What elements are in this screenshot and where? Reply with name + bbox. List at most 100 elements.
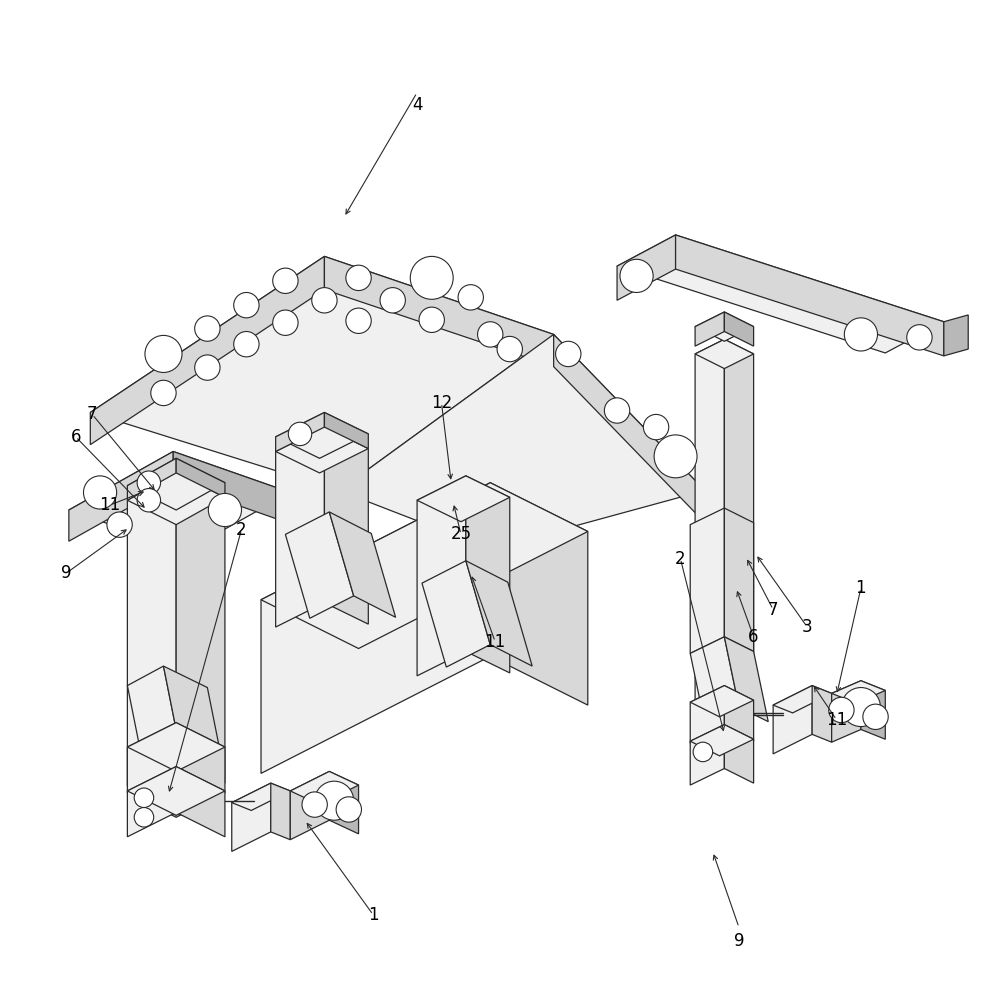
Polygon shape xyxy=(417,476,466,676)
Circle shape xyxy=(107,512,132,538)
Polygon shape xyxy=(724,508,754,651)
Text: 6: 6 xyxy=(70,428,81,445)
Polygon shape xyxy=(676,234,944,356)
Circle shape xyxy=(620,259,653,292)
Polygon shape xyxy=(232,783,271,852)
Polygon shape xyxy=(127,768,225,817)
Circle shape xyxy=(380,287,405,313)
Polygon shape xyxy=(329,512,396,617)
Polygon shape xyxy=(127,723,176,793)
Circle shape xyxy=(693,743,713,761)
Circle shape xyxy=(458,284,483,310)
Polygon shape xyxy=(324,412,368,448)
Polygon shape xyxy=(724,725,754,783)
Circle shape xyxy=(863,704,888,730)
Polygon shape xyxy=(695,312,724,346)
Text: 7: 7 xyxy=(87,405,98,424)
Text: 6: 6 xyxy=(748,628,759,645)
Polygon shape xyxy=(261,483,490,773)
Circle shape xyxy=(151,381,176,405)
Polygon shape xyxy=(290,771,359,804)
Polygon shape xyxy=(724,312,754,346)
Polygon shape xyxy=(812,686,832,743)
Polygon shape xyxy=(724,637,768,722)
Text: 7: 7 xyxy=(768,600,778,618)
Polygon shape xyxy=(127,723,225,771)
Circle shape xyxy=(208,493,242,527)
Text: 2: 2 xyxy=(675,549,686,568)
Text: 11: 11 xyxy=(99,496,120,514)
Polygon shape xyxy=(127,473,225,525)
Circle shape xyxy=(234,332,259,357)
Polygon shape xyxy=(176,766,225,837)
Circle shape xyxy=(829,697,854,723)
Circle shape xyxy=(844,318,877,351)
Polygon shape xyxy=(127,766,176,837)
Polygon shape xyxy=(69,451,290,551)
Circle shape xyxy=(478,322,503,347)
Polygon shape xyxy=(90,256,554,490)
Text: 2: 2 xyxy=(236,521,247,539)
Polygon shape xyxy=(127,766,225,815)
Circle shape xyxy=(556,341,581,367)
Circle shape xyxy=(315,781,354,820)
Polygon shape xyxy=(617,234,676,300)
Circle shape xyxy=(145,336,182,373)
Polygon shape xyxy=(690,725,754,755)
Polygon shape xyxy=(90,256,324,444)
Text: 12: 12 xyxy=(431,393,452,412)
Circle shape xyxy=(137,489,161,512)
Polygon shape xyxy=(944,315,968,356)
Polygon shape xyxy=(176,458,225,497)
Text: 9: 9 xyxy=(734,932,744,951)
Polygon shape xyxy=(276,427,324,627)
Polygon shape xyxy=(173,451,290,524)
Polygon shape xyxy=(773,686,832,713)
Polygon shape xyxy=(617,234,944,353)
Circle shape xyxy=(346,265,371,290)
Polygon shape xyxy=(724,339,754,700)
Circle shape xyxy=(134,788,154,807)
Polygon shape xyxy=(695,339,724,700)
Polygon shape xyxy=(690,725,724,785)
Polygon shape xyxy=(176,723,225,793)
Circle shape xyxy=(643,414,669,439)
Circle shape xyxy=(273,310,298,336)
Polygon shape xyxy=(163,666,220,750)
Polygon shape xyxy=(69,451,173,542)
Circle shape xyxy=(907,325,932,350)
Polygon shape xyxy=(773,686,812,753)
Polygon shape xyxy=(324,256,554,367)
Polygon shape xyxy=(422,561,490,667)
Text: 1: 1 xyxy=(368,905,379,924)
Polygon shape xyxy=(329,771,359,834)
Circle shape xyxy=(336,797,361,822)
Polygon shape xyxy=(127,458,225,510)
Text: 11: 11 xyxy=(484,633,506,650)
Circle shape xyxy=(137,471,161,494)
Polygon shape xyxy=(339,335,705,549)
Polygon shape xyxy=(861,681,885,740)
Circle shape xyxy=(134,807,154,827)
Polygon shape xyxy=(127,666,176,749)
Polygon shape xyxy=(276,412,368,458)
Polygon shape xyxy=(832,681,861,743)
Polygon shape xyxy=(232,783,290,810)
Text: 11: 11 xyxy=(826,710,847,729)
Circle shape xyxy=(410,256,453,299)
Polygon shape xyxy=(271,783,290,840)
Polygon shape xyxy=(290,771,329,840)
Polygon shape xyxy=(127,458,176,500)
Polygon shape xyxy=(695,339,754,369)
Polygon shape xyxy=(324,427,368,624)
Polygon shape xyxy=(490,483,588,705)
Circle shape xyxy=(288,422,312,445)
Polygon shape xyxy=(690,727,754,757)
Circle shape xyxy=(312,287,337,313)
Text: 1: 1 xyxy=(856,579,866,597)
Polygon shape xyxy=(690,508,724,653)
Polygon shape xyxy=(832,681,885,703)
Polygon shape xyxy=(127,473,176,786)
Circle shape xyxy=(841,688,880,727)
Polygon shape xyxy=(417,476,510,522)
